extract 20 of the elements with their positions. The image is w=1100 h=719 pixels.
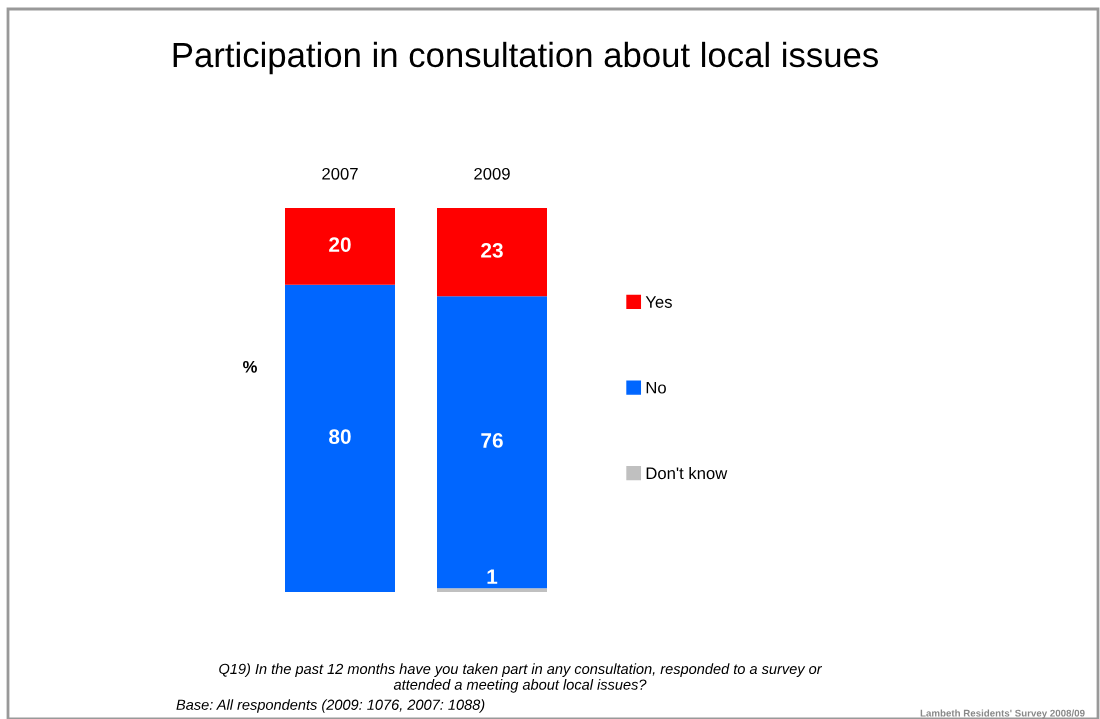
chart-title: Participation in consultation about local issues [173, 41, 878, 75]
bar [437, 296, 547, 589]
bar [285, 208, 395, 285]
data-label: 23 [481, 243, 503, 258]
bar [437, 588, 547, 592]
text: Lambeth Residents' Survey 2008/09 [920, 709, 1085, 719]
data-label: 20 [329, 237, 351, 252]
bar [437, 208, 547, 297]
bar [285, 284, 395, 592]
x-tick-label: 2007 [322, 167, 358, 180]
data-label: 1 [487, 569, 498, 584]
text: Q19) In the past 12 months have you taken part in any consultation, responded to a survey or attended a meeting about local issues? [219, 663, 823, 693]
legend-label: No [646, 381, 666, 394]
data-label: 80 [329, 429, 351, 444]
legend-label: Don't know [646, 466, 728, 480]
text: Base: All respondents (2009: 1076, 2007: 1088) [176, 699, 485, 713]
legend-label: Yes [645, 296, 672, 308]
data-label: 76 [481, 433, 503, 448]
x-tick-label: 2009 [474, 167, 510, 180]
y-axis-title: % [243, 360, 257, 373]
